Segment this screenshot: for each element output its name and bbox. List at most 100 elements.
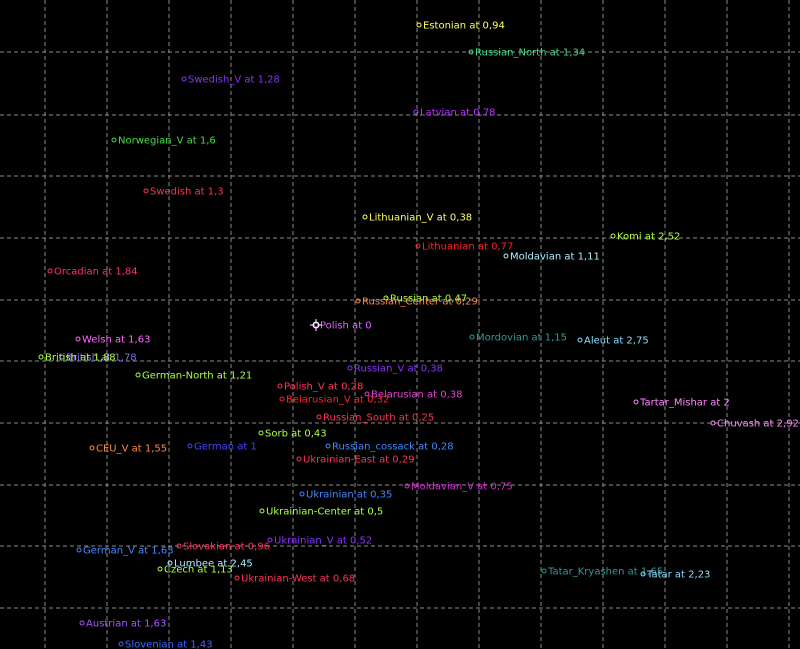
point-marker: [111, 137, 117, 143]
point-label: Lithuanian at 0,77: [422, 242, 513, 253]
point-marker: [364, 391, 370, 397]
point-marker: [38, 354, 44, 360]
data-point: Slovakian at 0,96: [176, 542, 270, 553]
data-point: Belarusian at 0,38: [364, 390, 463, 401]
data-point: Ukrainian-East at 0,29: [296, 455, 415, 466]
data-point: Austrian at 1,63: [79, 619, 166, 630]
point-marker: [577, 337, 583, 343]
data-point: Estonian at 0,94: [416, 21, 505, 32]
data-point: Russian_cossack at 0,28: [325, 442, 454, 453]
data-point: Polish_V at 0,28: [277, 382, 363, 393]
point-label: Orcadian at 1,84: [54, 267, 138, 278]
data-point: Norwegian_V at 1,6: [111, 136, 216, 147]
point-marker: [277, 383, 283, 389]
point-marker: [469, 334, 475, 340]
data-point: Russian_Center at 0,29: [355, 297, 478, 308]
point-label: Moldavian at 1,11: [510, 252, 600, 263]
point-marker: [157, 566, 163, 572]
point-marker: [259, 508, 265, 514]
point-marker: [176, 543, 182, 549]
data-point: Russian_V at 0,38: [347, 364, 443, 375]
data-point: Russian at 0,47: [383, 294, 467, 305]
point-label: Ukrainian at 0,35: [306, 490, 392, 501]
point-marker: [135, 372, 141, 378]
point-label: Latvian at 0,78: [420, 108, 495, 119]
point-label: Tartar_Mishar at 2: [639, 398, 730, 409]
data-point: Moldavian_V at 0,75: [404, 482, 513, 493]
point-marker: [633, 399, 639, 405]
data-point: Swedish at 1,3: [143, 187, 224, 198]
point-label: Ukrainian_V at 0,52: [274, 536, 372, 547]
data-point: Aleut at 2,75: [577, 336, 649, 347]
point-label: Belarusian at 0,38: [371, 390, 463, 401]
data-point: Chuvash at 2,92: [710, 419, 799, 430]
point-marker: [413, 109, 419, 115]
data-point: Lithuanian_V at 0,38: [362, 213, 472, 224]
data-point: Ukrainian at 0,35: [299, 490, 392, 501]
point-marker: [503, 253, 509, 259]
data-point: Ukrainian-Center at 0,5: [259, 507, 383, 518]
data-points: Estonian at 0,94 Russian_North at 1,34 Swe…: [38, 21, 799, 649]
point-marker: [234, 575, 240, 581]
point-label: CEU_V at 1,55: [96, 444, 167, 455]
point-label: Aleut at 2,75: [584, 336, 649, 347]
point-label: British at 1,78: [66, 353, 137, 364]
data-point: British at 1,88: [38, 353, 116, 364]
point-marker: [313, 322, 319, 328]
point-label: Welsh at 1,63: [82, 335, 150, 346]
point-marker: [181, 76, 187, 82]
point-label: Mordovian at 1,15: [476, 333, 567, 344]
point-marker: [296, 456, 302, 462]
data-point: Slovenian at 1,43: [118, 640, 213, 649]
point-label: Russian at 0,47: [390, 294, 467, 305]
point-marker: [59, 354, 65, 360]
data-point: Ukrainian_V at 0,52: [267, 536, 372, 547]
point-label: German at 1: [194, 442, 257, 453]
point-marker: [316, 414, 322, 420]
point-marker: [355, 298, 361, 304]
data-point: Belarusian_V at 0,32: [279, 395, 389, 406]
data-point: Lumbee at 2,45: [167, 559, 253, 570]
point-label: Swedish at 1,3: [150, 187, 224, 198]
point-label: Sorb at 0,43: [265, 429, 327, 440]
point-label: Komi at 2,52: [617, 232, 680, 243]
point-label: Russian_V at 0,38: [354, 364, 443, 375]
data-point: Russian_North at 1,34: [468, 48, 585, 59]
point-label: Czech at 1,13: [164, 565, 233, 576]
point-marker: [383, 295, 389, 301]
data-point: Orcadian at 1,84: [47, 267, 138, 278]
point-marker: [415, 243, 421, 249]
data-point: German at 1: [187, 442, 257, 453]
point-marker: [404, 483, 410, 489]
point-marker: [640, 571, 646, 577]
point-marker: [710, 420, 716, 426]
data-point: Ukrainian-West at 0,68: [234, 574, 355, 585]
data-point: Russian_South at 0,25: [316, 413, 434, 424]
point-label: German-North at 1,21: [142, 371, 252, 382]
data-point: Welsh at 1,63: [75, 335, 150, 346]
point-marker: [299, 491, 305, 497]
data-point: Latvian at 0,78: [413, 108, 495, 119]
point-label: Estonian at 0,94: [423, 21, 505, 32]
point-marker: [47, 268, 53, 274]
point-label: Lumbee at 2,45: [174, 559, 253, 570]
point-label: Belarusian_V at 0,32: [286, 395, 389, 406]
data-point: Tatar_Kryashen at 1,65: [541, 567, 663, 578]
point-marker: [362, 214, 368, 220]
point-marker: [541, 568, 547, 574]
point-label: Polish at 0: [320, 321, 372, 332]
point-label: Tatar_Kryashen at 1,65: [547, 567, 663, 578]
point-marker: [167, 560, 173, 566]
point-marker: [258, 430, 264, 436]
point-marker: [79, 620, 85, 626]
data-point: Czech at 1,13: [157, 565, 233, 576]
point-label: Moldavian_V at 0,75: [411, 482, 513, 493]
point-label: Ukrainian-East at 0,29: [303, 455, 415, 466]
point-label: Austrian at 1,63: [86, 619, 166, 630]
point-label: Swedish_V at 1,28: [188, 75, 280, 86]
point-label: Norwegian_V at 1,6: [118, 136, 216, 147]
point-label: British at 1,88: [45, 353, 116, 364]
point-marker: [279, 396, 285, 402]
